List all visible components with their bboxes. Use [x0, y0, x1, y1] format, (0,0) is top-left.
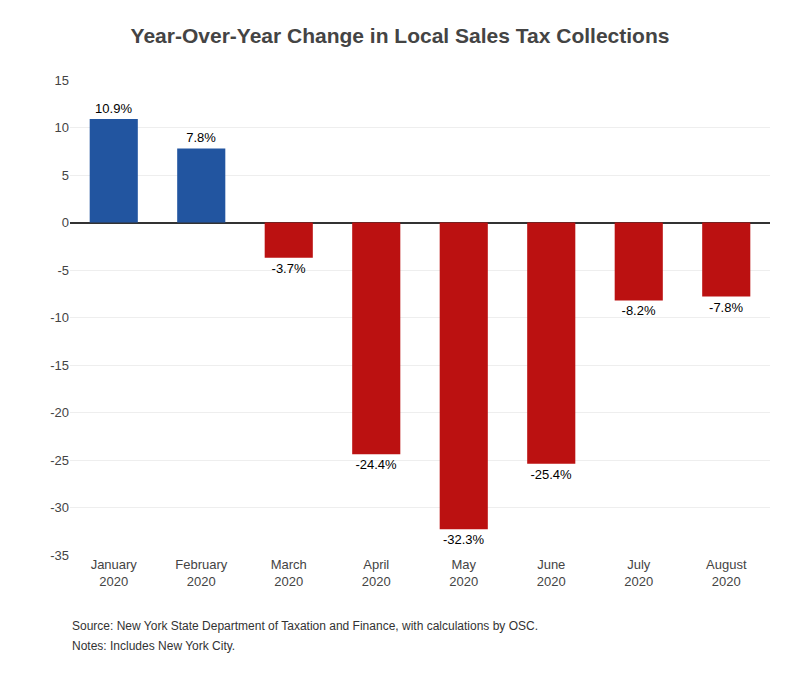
svg-text:Year-Over-Year Change in Local: Year-Over-Year Change in Local Sales Tax…	[131, 24, 670, 47]
svg-text:-5: -5	[57, 263, 69, 278]
svg-text:-10: -10	[50, 310, 69, 325]
svg-text:August2020: August2020	[706, 557, 747, 589]
svg-text:0: 0	[62, 215, 69, 230]
svg-text:15: 15	[55, 73, 69, 88]
svg-text:10: 10	[55, 120, 69, 135]
svg-text:-8.2%: -8.2%	[622, 303, 656, 318]
svg-text:-20: -20	[50, 405, 69, 420]
svg-text:-7.8%: -7.8%	[709, 300, 743, 315]
svg-text:June2020: June2020	[537, 557, 566, 589]
svg-text:-35: -35	[50, 548, 69, 563]
svg-text:July2020: July2020	[624, 557, 653, 589]
svg-text:Notes: Includes New York City.: Notes: Includes New York City.	[72, 639, 235, 653]
svg-text:-25: -25	[50, 453, 69, 468]
svg-text:-30: -30	[50, 500, 69, 515]
svg-text:Source: New York State Departm: Source: New York State Department of Tax…	[72, 619, 538, 633]
svg-text:-25.4%: -25.4%	[530, 467, 572, 482]
svg-text:May2020: May2020	[449, 557, 478, 589]
svg-text:January2020: January2020	[91, 557, 138, 589]
svg-text:10.9%: 10.9%	[95, 101, 132, 116]
svg-text:-32.3%: -32.3%	[443, 532, 485, 547]
svg-text:5: 5	[62, 168, 69, 183]
svg-text:March2020: March2020	[271, 557, 307, 589]
svg-text:April2020: April2020	[362, 557, 391, 589]
svg-text:-3.7%: -3.7%	[272, 261, 306, 276]
svg-text:-15: -15	[50, 358, 69, 373]
svg-text:7.8%: 7.8%	[186, 130, 216, 145]
svg-text:-24.4%: -24.4%	[355, 457, 397, 472]
svg-text:February2020: February2020	[175, 557, 228, 589]
